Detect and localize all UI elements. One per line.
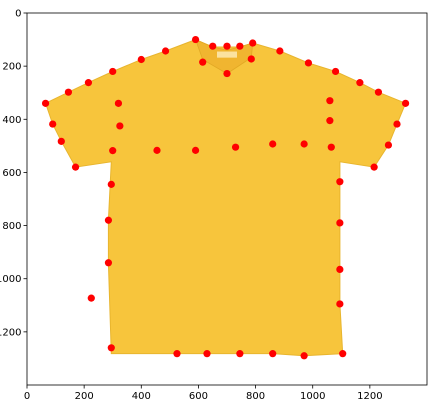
keypoint-marker xyxy=(269,140,277,148)
keypoint-marker xyxy=(326,97,334,105)
keypoint-marker xyxy=(137,55,145,64)
keypoint-marker xyxy=(104,259,113,267)
keypoint-marker xyxy=(370,163,378,171)
y-tick-label: 600 xyxy=(2,168,21,179)
keypoint-marker xyxy=(109,147,117,155)
keypoint-marker xyxy=(64,88,73,96)
y-tick-label: 400 xyxy=(2,115,21,126)
keypoint-marker xyxy=(269,350,277,358)
keypoint-marker xyxy=(336,178,344,186)
x-tick-label: 600 xyxy=(189,391,208,402)
keypoint-marker xyxy=(249,39,257,47)
keypoint-marker xyxy=(173,350,181,358)
x-tick-label: 200 xyxy=(75,391,94,402)
keypoint-marker xyxy=(384,141,393,149)
keypoint-marker xyxy=(300,140,308,148)
keypoint-marker xyxy=(304,59,313,67)
keypoint-marker xyxy=(223,42,231,50)
keypoints xyxy=(41,35,410,360)
keypoint-marker xyxy=(191,35,200,44)
keypoint-marker xyxy=(231,143,240,151)
keypoint-marker xyxy=(116,122,124,130)
keypoint-marker xyxy=(336,219,344,227)
keypoint-marker xyxy=(57,137,65,145)
keypoint-marker xyxy=(331,67,340,76)
keypoint-marker xyxy=(49,120,57,128)
keypoint-marker xyxy=(84,79,93,87)
keypoint-marker xyxy=(223,69,231,78)
y-tick-label: 1000 xyxy=(0,274,22,285)
y-tick-label: 800 xyxy=(2,221,21,232)
x-tick-label: 1000 xyxy=(300,391,325,402)
keypoint-marker xyxy=(109,67,117,76)
keypoint-marker xyxy=(236,42,244,50)
x-tick-label: 1200 xyxy=(357,391,382,402)
x-axis: 0 200 400 600 800 1000 1200 xyxy=(24,385,383,402)
x-tick-label: 800 xyxy=(246,391,265,402)
keypoint-marker xyxy=(114,99,123,107)
keypoint-marker xyxy=(326,117,334,125)
tshirt-label xyxy=(217,51,237,58)
y-tick-label: 1200 xyxy=(0,327,22,338)
keypoint-marker xyxy=(401,99,410,107)
keypoint-marker xyxy=(374,88,383,96)
keypoint-marker xyxy=(247,55,255,63)
keypoint-marker xyxy=(276,47,284,55)
axes-frame xyxy=(26,12,428,386)
y-tick-label: 0 xyxy=(15,9,21,20)
keypoint-marker xyxy=(339,350,347,358)
keypoint-marker xyxy=(336,300,344,308)
x-tick-label: 400 xyxy=(132,391,151,402)
keypoint-marker xyxy=(87,294,95,302)
keypoint-marker xyxy=(209,42,217,50)
keypoint-marker xyxy=(199,58,207,66)
keypoint-marker xyxy=(71,163,80,171)
keypoint-marker xyxy=(107,344,115,352)
keypoint-marker xyxy=(41,99,50,107)
keypoint-marker xyxy=(191,146,200,154)
keypoint-marker xyxy=(153,146,161,154)
keypoint-marker xyxy=(393,120,401,128)
keypoint-marker xyxy=(300,352,308,360)
keypoint-marker xyxy=(104,216,113,224)
y-tick-label: 200 xyxy=(2,62,21,73)
x-tick-label: 0 xyxy=(24,391,30,402)
y-axis: 0 200 400 600 800 1000 1200 xyxy=(0,9,27,338)
keypoint-marker xyxy=(356,79,364,87)
keypoint-marker xyxy=(107,180,115,188)
keypoint-marker xyxy=(161,47,170,55)
keypoint-marker xyxy=(203,350,211,358)
keypoint-marker xyxy=(327,143,335,151)
keypoint-marker xyxy=(336,265,344,274)
keypoint-marker xyxy=(236,350,244,358)
tshirt-image xyxy=(44,38,407,357)
tshirt-body xyxy=(44,39,407,357)
